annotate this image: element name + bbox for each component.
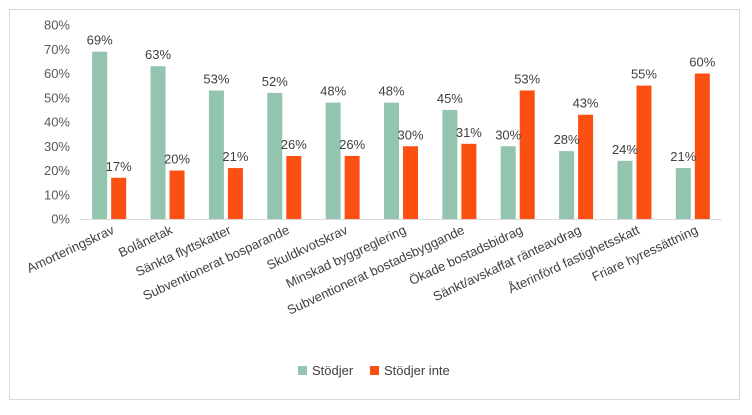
bar-stodjer bbox=[384, 102, 399, 219]
bar-stodjer-inte bbox=[578, 114, 594, 219]
bar-stodjer-inte bbox=[111, 177, 127, 219]
x-category-label: Amorteringskrav bbox=[24, 222, 117, 276]
legend-label: Stödjer inte bbox=[384, 363, 450, 378]
bar-stodjer-inte bbox=[344, 155, 360, 219]
bar-stodjer bbox=[325, 102, 341, 219]
data-label: 45% bbox=[437, 91, 463, 106]
y-tick-label: 60% bbox=[44, 66, 70, 81]
bar-stodjer bbox=[208, 90, 224, 219]
y-tick-label: 0% bbox=[51, 212, 70, 227]
y-tick-label: 30% bbox=[44, 139, 70, 154]
bar-stodjer-inte bbox=[461, 143, 477, 219]
bar-stodjer-inte bbox=[227, 168, 243, 219]
data-label: 21% bbox=[222, 149, 248, 164]
data-labels: 69% 17% 63% 20% 53% 21% 52% 26% 48% 26% 48% 30% 45% 3… bbox=[87, 33, 716, 174]
bar-stodjer bbox=[92, 51, 108, 219]
bar-stodjer bbox=[150, 66, 166, 219]
bar-stodjer-inte bbox=[403, 146, 418, 219]
x-category-label: Friare hyressättning bbox=[590, 222, 700, 284]
bar-stodjer-inte bbox=[694, 73, 710, 219]
bar-stodjer-inte bbox=[519, 90, 535, 219]
legend-swatch bbox=[370, 366, 379, 375]
legend-swatch bbox=[298, 366, 307, 375]
bar-stodjer bbox=[675, 168, 691, 219]
data-label: 31% bbox=[456, 125, 482, 140]
data-label: 53% bbox=[203, 71, 229, 86]
y-tick-label: 40% bbox=[44, 115, 70, 130]
bar-stodjer bbox=[267, 92, 283, 219]
data-label: 63% bbox=[145, 47, 171, 62]
bars bbox=[92, 51, 710, 219]
data-label: 24% bbox=[612, 142, 638, 157]
y-tick-label: 20% bbox=[44, 163, 70, 178]
y-tick-label: 10% bbox=[44, 187, 70, 202]
y-tick-label: 80% bbox=[44, 18, 70, 33]
data-label: 48% bbox=[378, 84, 404, 99]
data-label: 55% bbox=[631, 67, 657, 82]
legend: Stödjer Stödjer inte bbox=[298, 363, 450, 378]
data-label: 48% bbox=[320, 84, 346, 99]
data-label: 26% bbox=[339, 137, 365, 152]
data-label: 53% bbox=[514, 71, 540, 86]
y-axis-ticks: 0% 10% 20% 30% 40% 50% 60% 70% 80% bbox=[44, 18, 70, 227]
data-label: 20% bbox=[164, 152, 190, 167]
data-label: 28% bbox=[554, 132, 580, 147]
data-label: 52% bbox=[262, 74, 288, 89]
data-label: 60% bbox=[689, 55, 715, 70]
data-label: 30% bbox=[495, 127, 521, 142]
data-label: 43% bbox=[573, 96, 599, 111]
y-tick-label: 50% bbox=[44, 90, 70, 105]
bar-stodjer bbox=[617, 160, 633, 219]
bar-stodjer-inte bbox=[169, 170, 185, 219]
bar-stodjer bbox=[500, 146, 516, 219]
bar-stodjer-inte bbox=[636, 85, 652, 219]
bar-stodjer bbox=[442, 109, 458, 219]
bar-stodjer bbox=[559, 151, 575, 219]
data-label: 69% bbox=[87, 33, 113, 48]
bar-stodjer-inte bbox=[286, 155, 302, 219]
data-label: 30% bbox=[397, 127, 423, 142]
data-label: 26% bbox=[281, 137, 307, 152]
data-label: 17% bbox=[106, 159, 132, 174]
y-tick-label: 70% bbox=[44, 42, 70, 57]
legend-label: Stödjer bbox=[312, 363, 354, 378]
data-label: 21% bbox=[670, 149, 696, 164]
